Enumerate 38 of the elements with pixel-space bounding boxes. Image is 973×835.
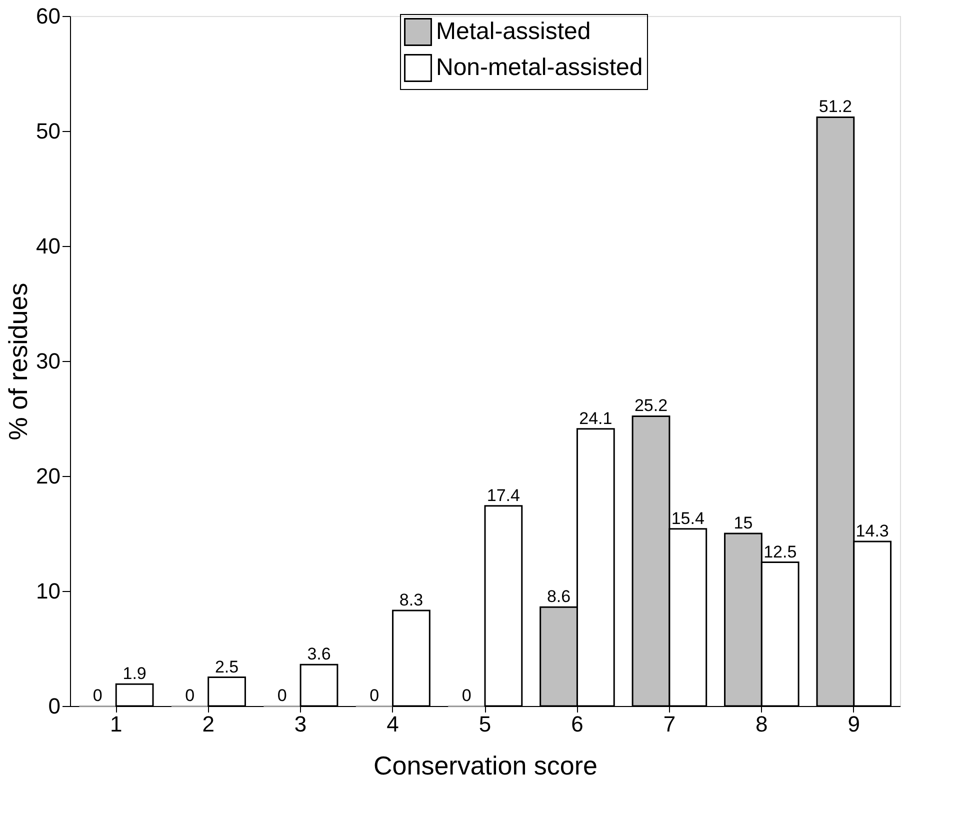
y-tick-label: 30 [36, 348, 60, 374]
data-label: 8.3 [399, 590, 424, 610]
data-label: 3.6 [307, 644, 331, 664]
data-label: 12.5 [764, 542, 797, 562]
y-tick-label: 10 [36, 578, 60, 604]
data-label: 51.2 [818, 97, 852, 116]
x-tick-label: 6 [571, 712, 584, 736]
x-axis-title: Conservation score [374, 750, 598, 780]
x-tick-label: 9 [848, 712, 860, 736]
data-label: 15.4 [671, 508, 704, 528]
data-label: 0 [92, 686, 102, 705]
x-tick-label: 1 [110, 712, 122, 736]
data-label: 0 [462, 686, 472, 705]
x-tick-label: 5 [478, 712, 492, 736]
x-tick-label: 2 [202, 712, 214, 736]
data-label: 0 [370, 686, 380, 705]
y-tick-label: 40 [36, 234, 60, 258]
data-label: 15 [734, 514, 753, 532]
data-label: 14.3 [856, 522, 889, 541]
data-label: 17.4 [486, 486, 520, 505]
data-label: 25.2 [634, 396, 668, 416]
y-tick-label: 50 [36, 118, 60, 144]
x-tick-label: 7 [663, 712, 676, 736]
data-label: 8.6 [546, 587, 571, 606]
y-tick-label: 20 [36, 464, 60, 488]
x-tick-label: 3 [294, 712, 307, 736]
data-label: 2.5 [214, 657, 239, 676]
data-label: 0 [277, 686, 287, 705]
x-tick-label: 8 [756, 712, 768, 736]
y-axis-title: % of residues [3, 282, 34, 440]
data-label: 24.1 [579, 408, 612, 428]
legend-label: Non-metal-assisted [436, 54, 643, 81]
y-tick-label: 60 [36, 4, 60, 28]
x-tick-label: 4 [386, 712, 399, 736]
data-label: 1.9 [122, 664, 146, 684]
y-tick-label: 0 [48, 694, 60, 718]
data-label: 0 [185, 686, 195, 705]
legend-label: Metal-assisted [436, 18, 591, 45]
